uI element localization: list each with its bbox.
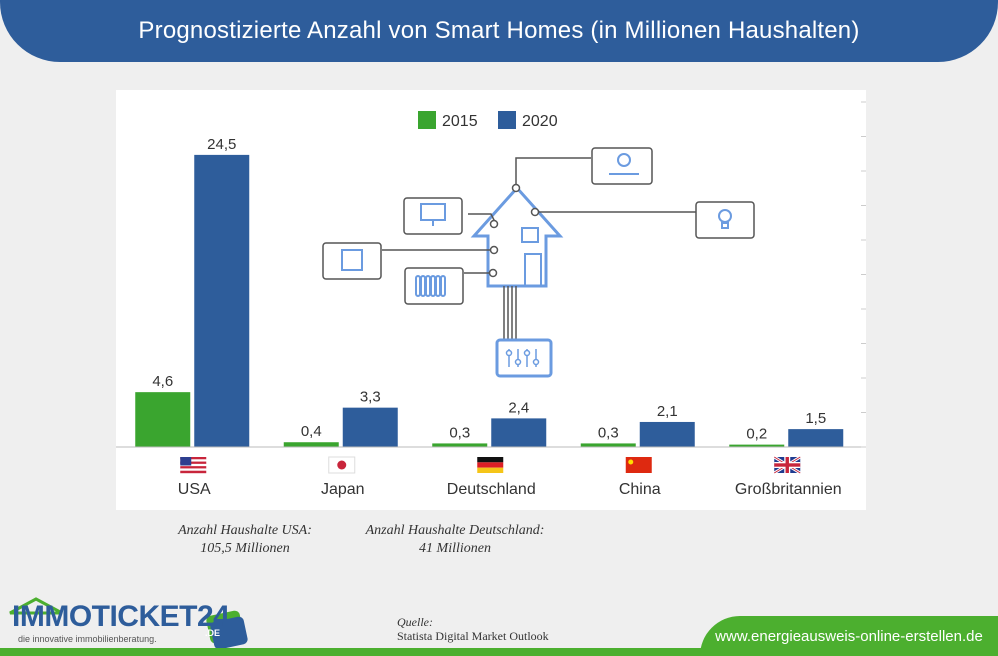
control-panel-icon bbox=[495, 338, 553, 378]
flag-icon-japan bbox=[328, 456, 356, 474]
source-label: Quelle: bbox=[397, 615, 433, 629]
flag-icon-großbritannien bbox=[773, 455, 802, 475]
bar-2020-japan bbox=[342, 407, 398, 447]
lightbulb-box bbox=[695, 201, 755, 239]
flag-icon-usa bbox=[180, 457, 207, 474]
oven-box bbox=[322, 242, 382, 280]
connector bbox=[488, 268, 498, 278]
chart-panel: 4,6 24,5 0,4 3,3 0,3 2,4 0,3 2,1 0,2 1,5 USA Japan… bbox=[116, 90, 866, 510]
logo-text: IMMOTICKET24 bbox=[12, 600, 230, 634]
category-label: Deutschland bbox=[447, 481, 536, 498]
flag-icon-deutschland bbox=[477, 457, 504, 473]
note-deutschland: Anzahl Haushalte Deutschland: 41 Million… bbox=[350, 522, 560, 558]
website-banner[interactable]: www.energieausweis-online-erstellen.de bbox=[700, 616, 998, 656]
logo-name: IMMOTICKET24 bbox=[12, 600, 230, 633]
door-icon bbox=[524, 253, 542, 287]
data-label: 24,5 bbox=[207, 136, 236, 153]
bottom-bar bbox=[0, 648, 998, 656]
bar-2015-deutschland bbox=[432, 443, 488, 447]
flag-icon-china bbox=[625, 457, 652, 473]
source-text: Statista Digital Market Outlook bbox=[397, 629, 549, 643]
logo-badge: .DE bbox=[205, 628, 221, 638]
bar-chart: 4,6 24,5 0,4 3,3 0,3 2,4 0,3 2,1 0,2 1,5 USA Japan… bbox=[116, 101, 866, 498]
website-link[interactable]: www.energieausweis-online-erstellen.de bbox=[715, 627, 983, 645]
bar-2015-japan bbox=[283, 442, 339, 447]
connector bbox=[489, 245, 499, 255]
data-label: 0,2 bbox=[746, 426, 767, 443]
sun-icon bbox=[617, 153, 631, 167]
logo-tagline: die innovative immobilienberatung. bbox=[18, 634, 157, 644]
bar-2015-großbritannien bbox=[729, 444, 785, 447]
wire bbox=[468, 213, 497, 225]
immoticket-logo-icon bbox=[9, 597, 248, 650]
category-label: Großbritannien bbox=[735, 481, 842, 498]
legend: 2015 2020 bbox=[418, 111, 558, 130]
note-de-line2: 41 Millionen bbox=[419, 541, 491, 556]
data-label: 1,5 bbox=[805, 410, 826, 427]
note-usa: Anzahl Haushalte USA: 105,5 Millionen bbox=[160, 522, 330, 558]
legend-label-2020: 2020 bbox=[522, 113, 558, 130]
bar-2020-usa bbox=[194, 154, 250, 447]
radiator-icon bbox=[440, 275, 446, 297]
connector bbox=[530, 207, 540, 217]
category-label: USA bbox=[178, 481, 211, 498]
bars-group: 4,6 24,5 0,4 3,3 0,3 2,4 0,3 2,1 0,2 1,5 bbox=[135, 136, 844, 447]
category-label: China bbox=[619, 481, 661, 498]
data-label: 4,6 bbox=[152, 373, 173, 390]
data-label: 0,3 bbox=[598, 424, 619, 441]
window-icon bbox=[521, 227, 539, 243]
chart-title: Prognostizierte Anzahl von Smart Homes (… bbox=[138, 17, 860, 44]
data-label: 2,4 bbox=[508, 399, 529, 416]
bar-2015-usa bbox=[135, 392, 191, 447]
bar-2015-china bbox=[580, 443, 636, 447]
title-banner: Prognostizierte Anzahl von Smart Homes (… bbox=[0, 0, 998, 62]
category-label: Japan bbox=[321, 481, 365, 498]
bar-2020-deutschland bbox=[491, 418, 547, 447]
legend-swatch-2020 bbox=[498, 111, 516, 129]
connector bbox=[489, 219, 499, 229]
note-de-line1: Anzahl Haushalte Deutschland: bbox=[365, 523, 545, 538]
connector bbox=[511, 183, 521, 193]
note-usa-line1: Anzahl Haushalte USA: bbox=[178, 523, 312, 538]
data-label: 3,3 bbox=[360, 389, 381, 406]
axis-group: USA Japan Deutschland China Großbritannien bbox=[116, 101, 866, 498]
house-icon bbox=[470, 185, 564, 288]
smart-home-illustration bbox=[322, 147, 755, 378]
oven-icon bbox=[341, 249, 363, 271]
data-label: 0,3 bbox=[449, 424, 470, 441]
note-usa-line2: 105,5 Millionen bbox=[200, 541, 290, 556]
data-label: 2,1 bbox=[657, 403, 678, 420]
bar-2020-großbritannien bbox=[788, 429, 844, 447]
wire bbox=[515, 157, 591, 188]
legend-swatch-2015 bbox=[418, 111, 436, 129]
legend-label-2015: 2015 bbox=[442, 113, 478, 130]
monitor-box bbox=[403, 197, 463, 235]
bar-2020-china bbox=[639, 421, 695, 447]
data-label: 0,4 bbox=[301, 423, 322, 440]
